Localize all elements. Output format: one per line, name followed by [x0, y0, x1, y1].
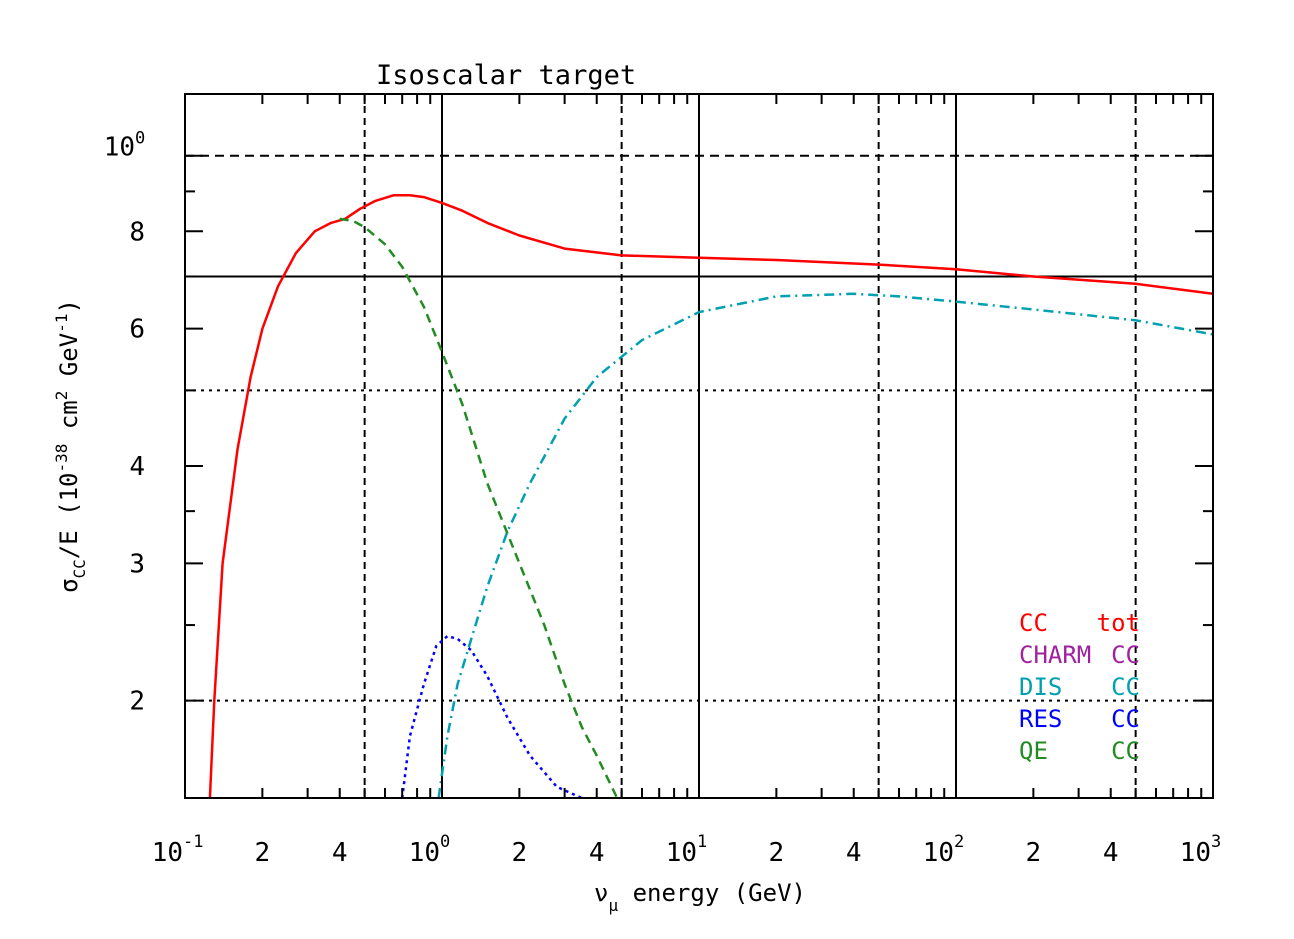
y-tick-label-2: 6 [129, 315, 145, 345]
x-tick-label-exp-1: 0 [440, 832, 450, 852]
x-minor-label-5: 4 [846, 838, 862, 868]
x-axis-label: νμ energy (GeV) [594, 879, 806, 915]
x-tick-label-2: 10 [666, 838, 697, 868]
x-minor-label-6: 2 [1026, 838, 1042, 868]
legend-value-0: tot [1097, 609, 1140, 637]
x-tick-label-exp-4: 3 [1211, 832, 1221, 852]
x-tick-label-1: 10 [409, 838, 440, 868]
legend-value-2: CC [1111, 673, 1140, 701]
x-tick-label-3: 10 [923, 838, 954, 868]
legend-value-4: CC [1111, 737, 1140, 765]
x-minor-label-0: 2 [255, 838, 271, 868]
series-line-2 [400, 634, 583, 798]
series-line-3 [339, 217, 619, 798]
y-tick-label-3: 4 [129, 452, 145, 482]
legend-value-1: CC [1111, 641, 1140, 669]
legend-label-0: CC [1019, 609, 1048, 637]
y-tick-label-0: 10 [104, 133, 135, 163]
x-tick-label-4: 10 [1180, 838, 1211, 868]
frame-layer [184, 93, 1214, 799]
y-axis-label: σCC/E (10-38 cm2 GeV-1) [52, 299, 89, 593]
legend-label-2: DIS [1019, 673, 1062, 701]
x-tick-label-0: 10 [152, 838, 183, 868]
series-layer [208, 193, 1213, 798]
series-line-1 [437, 292, 1213, 798]
legend-label-3: RES [1019, 705, 1062, 733]
series-line-0 [208, 193, 1213, 798]
x-tick-label-exp-2: 1 [697, 832, 707, 852]
x-minor-label-2: 2 [512, 838, 528, 868]
y-tick-label-4: 3 [129, 549, 145, 579]
x-tick-label-exp-0: -1 [183, 832, 203, 852]
label-layer: 10 -1 10 0 10 1 10 2 10 32 4 2 4 2 4 2 410 086432Isoscala… [52, 60, 1221, 915]
x-minor-label-1: 4 [332, 838, 348, 868]
x-minor-label-4: 2 [769, 838, 785, 868]
y-tick-label-1: 8 [129, 217, 145, 247]
x-minor-label-3: 4 [589, 838, 605, 868]
y-tick-label-exp-0: 0 [135, 129, 145, 149]
legend-value-3: CC [1111, 705, 1140, 733]
legend-label-4: QE [1019, 737, 1048, 765]
x-minor-label-7: 4 [1103, 838, 1119, 868]
chart-title: Isoscalar target [376, 60, 636, 91]
legend-label-1: CHARM [1019, 641, 1091, 669]
y-tick-label-5: 2 [129, 687, 145, 717]
x-tick-label-exp-3: 2 [954, 832, 964, 852]
